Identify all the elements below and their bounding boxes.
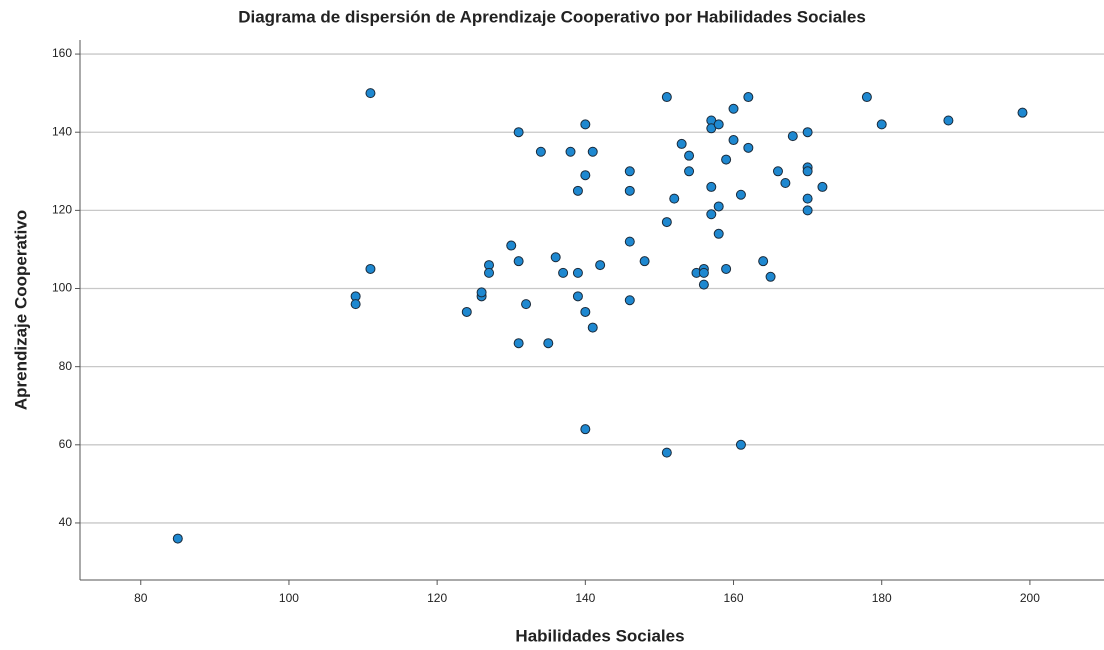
x-tick-label: 120 [427, 591, 447, 605]
x-tick-label: 200 [1020, 591, 1040, 605]
point [513, 127, 524, 138]
point [350, 299, 361, 310]
point [587, 146, 598, 157]
point [506, 240, 517, 251]
point [572, 267, 583, 278]
point [802, 127, 813, 138]
x-tick-label: 80 [134, 591, 148, 605]
x-tick-label: 100 [279, 591, 299, 605]
y-tick-label: 80 [59, 359, 73, 373]
point [595, 260, 606, 271]
point [580, 306, 591, 317]
y-tick-label: 60 [59, 437, 73, 451]
point [572, 185, 583, 196]
point [550, 252, 561, 263]
point [698, 267, 709, 278]
point [706, 209, 717, 220]
point [743, 142, 754, 153]
point [639, 256, 650, 267]
point [572, 291, 583, 302]
point [713, 201, 724, 212]
point [580, 170, 591, 181]
point [698, 279, 709, 290]
point [558, 267, 569, 278]
point [706, 181, 717, 192]
point [661, 447, 672, 458]
point [758, 256, 769, 267]
point [817, 181, 828, 192]
y-tick-label: 140 [52, 124, 72, 138]
point [565, 146, 576, 157]
y-axis-label: Aprendizaje Cooperativo [11, 210, 30, 410]
point [580, 424, 591, 435]
point [513, 256, 524, 267]
point [861, 92, 872, 103]
y-tick-label: 40 [59, 515, 73, 529]
point [661, 92, 672, 103]
point [484, 267, 495, 278]
point [624, 166, 635, 177]
point [802, 193, 813, 204]
point [624, 185, 635, 196]
point [669, 193, 680, 204]
point [513, 338, 524, 349]
point [735, 439, 746, 450]
point [721, 263, 732, 274]
point [876, 119, 887, 130]
point [728, 103, 739, 114]
x-tick-label: 180 [872, 591, 892, 605]
point [772, 166, 783, 177]
point [587, 322, 598, 333]
y-tick-label: 160 [52, 46, 72, 60]
point [802, 166, 813, 177]
point [765, 271, 776, 282]
point [721, 154, 732, 165]
y-tick-label: 120 [52, 203, 72, 217]
point [684, 150, 695, 161]
point [365, 88, 376, 99]
point [780, 178, 791, 189]
point [661, 217, 672, 228]
x-tick-label: 160 [724, 591, 744, 605]
x-tick-label: 140 [575, 591, 595, 605]
x-axis-label: Habilidades Sociales [515, 626, 684, 645]
point [713, 119, 724, 130]
point [802, 205, 813, 216]
point [624, 236, 635, 247]
point [535, 146, 546, 157]
point [461, 306, 472, 317]
point [365, 263, 376, 274]
point [476, 287, 487, 298]
point [713, 228, 724, 239]
point [624, 295, 635, 306]
chart-title: Diagrama de dispersión de Aprendizaje Co… [238, 7, 866, 26]
y-tick-label: 100 [52, 281, 72, 295]
point [943, 115, 954, 126]
point [684, 166, 695, 177]
point [676, 138, 687, 149]
point [728, 135, 739, 146]
point [580, 119, 591, 130]
point [172, 533, 183, 544]
point [521, 299, 532, 310]
point [543, 338, 554, 349]
point [787, 131, 798, 142]
point [743, 92, 754, 103]
point [735, 189, 746, 200]
point [1017, 107, 1028, 118]
